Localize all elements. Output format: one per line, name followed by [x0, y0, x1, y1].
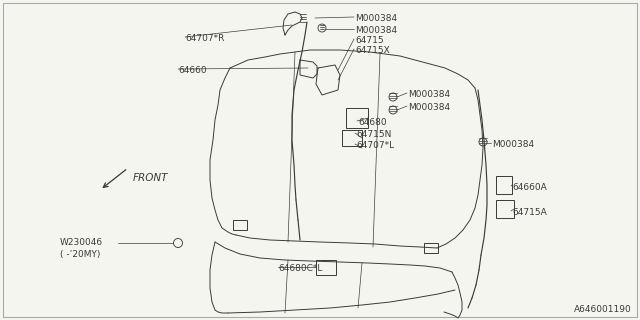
Text: 64715: 64715 — [355, 36, 383, 45]
Text: FRONT: FRONT — [133, 173, 168, 183]
Text: 64715X: 64715X — [355, 46, 390, 55]
Bar — [496, 200, 514, 218]
Text: 64680C*L: 64680C*L — [278, 264, 323, 273]
Text: A646001190: A646001190 — [574, 305, 632, 314]
Text: 64707*R: 64707*R — [185, 34, 225, 43]
Bar — [342, 130, 362, 146]
Bar — [316, 260, 336, 275]
Text: 64707*L: 64707*L — [356, 141, 394, 150]
Text: ( -’20MY): ( -’20MY) — [60, 250, 100, 259]
Text: 64715N: 64715N — [356, 130, 392, 139]
Text: M000384: M000384 — [408, 90, 450, 99]
Text: 64715A: 64715A — [512, 208, 547, 217]
Bar — [424, 243, 438, 253]
Bar — [233, 220, 247, 230]
Text: 64680: 64680 — [358, 118, 387, 127]
Text: M000384: M000384 — [492, 140, 534, 149]
Text: M000384: M000384 — [408, 103, 450, 112]
Text: M000384: M000384 — [355, 26, 397, 35]
Text: M000384: M000384 — [355, 14, 397, 23]
Bar — [496, 176, 512, 194]
Text: W230046: W230046 — [60, 238, 103, 247]
Text: 64660: 64660 — [178, 66, 207, 75]
Bar — [346, 108, 368, 128]
Text: 64660A: 64660A — [512, 183, 547, 192]
